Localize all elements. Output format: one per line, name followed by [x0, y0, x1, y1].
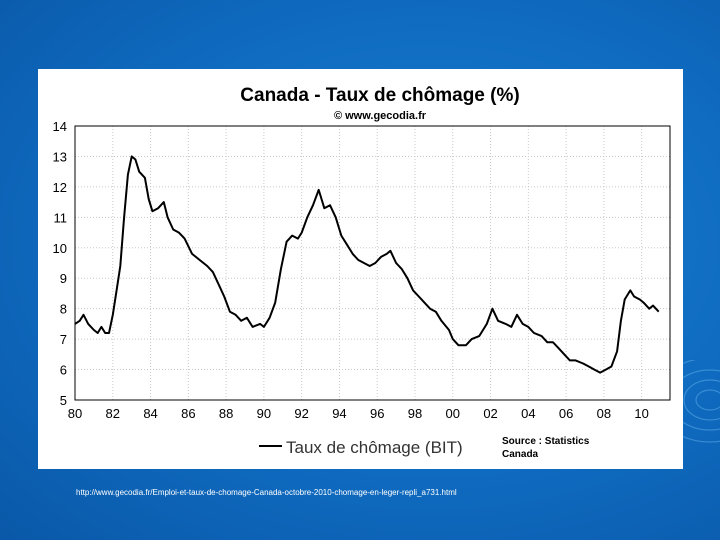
- source-note-line2: Canada: [502, 449, 539, 460]
- x-tick-labels: 80 82 84 86 88 90 92 94 96 98 00 02 04 06 08 10: [68, 406, 649, 421]
- x-tick-label: 80: [68, 406, 82, 421]
- chart-title: Canada - Taux de chômage (%): [240, 85, 519, 106]
- y-tick-labels: 5 6 7 8 9 10 11 12 13 14: [53, 119, 67, 408]
- x-tick-label: 06: [559, 406, 573, 421]
- y-tick-label: 10: [53, 241, 67, 256]
- x-tick-label: 10: [634, 406, 648, 421]
- x-tick-label: 92: [294, 406, 308, 421]
- x-tick-label: 90: [257, 406, 271, 421]
- chart-subtitle: © www.gecodia.fr: [334, 110, 427, 122]
- x-tick-label: 02: [483, 406, 497, 421]
- x-tick-label: 86: [181, 406, 195, 421]
- x-tick-label: 98: [408, 406, 422, 421]
- source-note-line1: Source : Statistics: [502, 436, 590, 447]
- plot-frame: [74, 125, 671, 401]
- x-tick-label: 00: [446, 406, 460, 421]
- legend-label: Taux de chômage (BIT): [286, 438, 463, 457]
- y-tick-label: 5: [60, 393, 67, 408]
- y-tick-label: 8: [60, 302, 67, 317]
- y-tick-label: 11: [54, 210, 68, 225]
- source-url-caption: http://www.gecodia.fr/Emploi-et-taux-de-…: [76, 488, 457, 497]
- x-tick-label: 08: [597, 406, 611, 421]
- y-tick-label: 13: [53, 149, 67, 164]
- series-line-taux-de-chomage: [74, 155, 660, 374]
- y-tick-label: 9: [60, 271, 67, 286]
- y-tick-label: 14: [53, 119, 67, 134]
- x-tick-label: 94: [332, 406, 346, 421]
- x-tick-label: 84: [143, 406, 157, 421]
- y-tick-label: 7: [60, 332, 67, 347]
- x-tick-label: 88: [219, 406, 233, 421]
- x-tick-label: 04: [521, 406, 535, 421]
- x-tick-label: 96: [370, 406, 384, 421]
- y-tick-label: 12: [53, 180, 67, 195]
- y-tick-label: 6: [60, 363, 67, 378]
- unemployment-line-chart: Canada - Taux de chômage (%) © www.gecod…: [53, 85, 671, 460]
- x-tick-label: 82: [106, 406, 120, 421]
- chart-panel: Canada - Taux de chômage (%) © www.gecod…: [38, 69, 683, 469]
- grid-lines: [74, 125, 670, 401]
